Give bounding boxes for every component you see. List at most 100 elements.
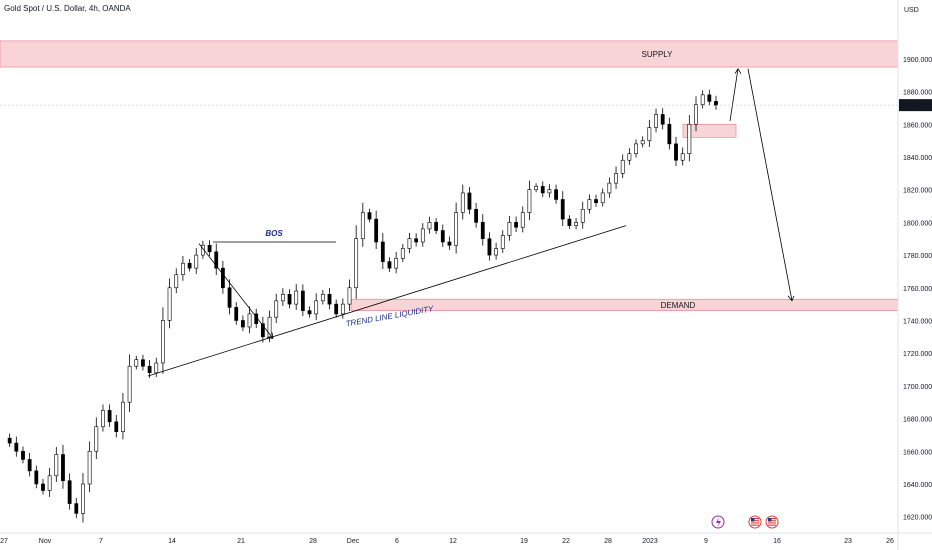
candle	[500, 230, 505, 253]
x-tick-label: 9	[704, 538, 708, 545]
candle	[427, 216, 432, 234]
bos-label: BOS	[265, 229, 283, 238]
us-flag-icon[interactable]	[765, 515, 779, 529]
candle-body	[640, 140, 645, 145]
candle-body	[580, 208, 585, 223]
candle-body	[41, 483, 45, 491]
candle-body	[634, 143, 638, 154]
candle-body	[400, 248, 405, 259]
candle	[67, 473, 72, 510]
candle-body	[107, 410, 112, 423]
candle-body	[480, 222, 485, 240]
y-tick-label: 1820.000	[903, 188, 932, 195]
candle	[307, 306, 312, 318]
candle	[367, 208, 372, 223]
lightning-icon[interactable]	[711, 515, 725, 529]
candle-body	[141, 359, 145, 367]
y-tick-label: 1700.000	[903, 384, 932, 391]
candle	[34, 465, 39, 489]
supply-label: SUPPLY	[642, 50, 674, 59]
candle	[121, 392, 125, 440]
candle-body	[327, 294, 332, 305]
candle-body	[500, 235, 505, 249]
x-tick-label: Dec	[347, 538, 360, 545]
flag-stripe	[751, 520, 759, 522]
projection-arrow-down	[747, 68, 793, 301]
candle	[694, 96, 698, 132]
candle-body	[314, 300, 319, 315]
candle-body	[121, 401, 125, 432]
candle	[54, 447, 59, 483]
candle-body	[74, 503, 79, 514]
x-tick-label: 2023	[642, 538, 658, 545]
candle-body	[380, 241, 385, 262]
candle	[520, 206, 525, 233]
candle-body	[274, 300, 279, 318]
candle	[181, 256, 185, 281]
candle-body	[587, 199, 592, 210]
candle-body	[487, 238, 492, 256]
candle-body	[647, 127, 652, 141]
demand-label: DEMAND	[661, 301, 696, 310]
candle	[234, 302, 239, 325]
currency-label: USD	[904, 7, 919, 14]
candle	[660, 108, 665, 130]
x-tick-label: 27	[0, 538, 8, 545]
flag-stripe	[768, 520, 776, 522]
candle	[340, 298, 345, 319]
y-tick-label: 1740.000	[903, 318, 932, 325]
candle	[267, 310, 272, 343]
candle	[487, 232, 492, 261]
candle-body	[600, 192, 605, 204]
supply-zone	[0, 40, 899, 68]
candle-body	[174, 274, 179, 289]
x-tick-label: Nov	[39, 538, 52, 545]
candle	[620, 154, 625, 179]
candle-body	[101, 410, 105, 428]
candle	[434, 218, 439, 235]
candle	[294, 284, 299, 310]
y-tick-label: 1760.000	[903, 286, 932, 293]
candle	[300, 284, 305, 317]
candle-body	[247, 313, 252, 328]
candle-body	[407, 238, 412, 249]
flag-stripe	[768, 524, 776, 526]
candle-body	[194, 254, 199, 269]
candle-body	[354, 238, 359, 289]
candle-body	[360, 212, 365, 240]
candle	[141, 354, 145, 371]
candle-body	[300, 290, 305, 311]
x-tick-label: 6	[395, 538, 399, 545]
us-flag-icon[interactable]	[748, 515, 762, 529]
lightning-glyph	[716, 517, 721, 528]
candle-body	[680, 153, 685, 161]
candle-body	[340, 303, 345, 315]
candle	[207, 240, 212, 256]
y-tick-label: 1640.000	[903, 482, 932, 489]
candle-body	[307, 310, 312, 315]
candle	[594, 194, 598, 207]
projection-arrow-up	[729, 68, 739, 122]
candle	[220, 260, 225, 294]
candle-body	[94, 426, 99, 452]
x-tick-label: 22	[562, 538, 570, 545]
x-tick-label: 28	[309, 538, 317, 545]
candle-body	[134, 359, 139, 367]
candle	[81, 472, 85, 523]
candle	[161, 307, 165, 374]
candle-body	[267, 316, 272, 338]
candle	[574, 218, 578, 230]
candle-body	[607, 182, 612, 194]
flag-stripe	[751, 524, 759, 526]
candle-body	[7, 437, 12, 444]
candle	[540, 181, 545, 198]
candle	[600, 188, 605, 207]
bos-arrow-line	[198, 243, 274, 339]
candle	[127, 354, 132, 413]
x-tick-label: 23	[844, 538, 852, 545]
candle-body	[520, 212, 525, 228]
chart-title: Gold Spot / U.S. Dollar, 4h, OANDA	[4, 4, 131, 13]
candle	[514, 216, 518, 233]
candle	[647, 119, 652, 147]
